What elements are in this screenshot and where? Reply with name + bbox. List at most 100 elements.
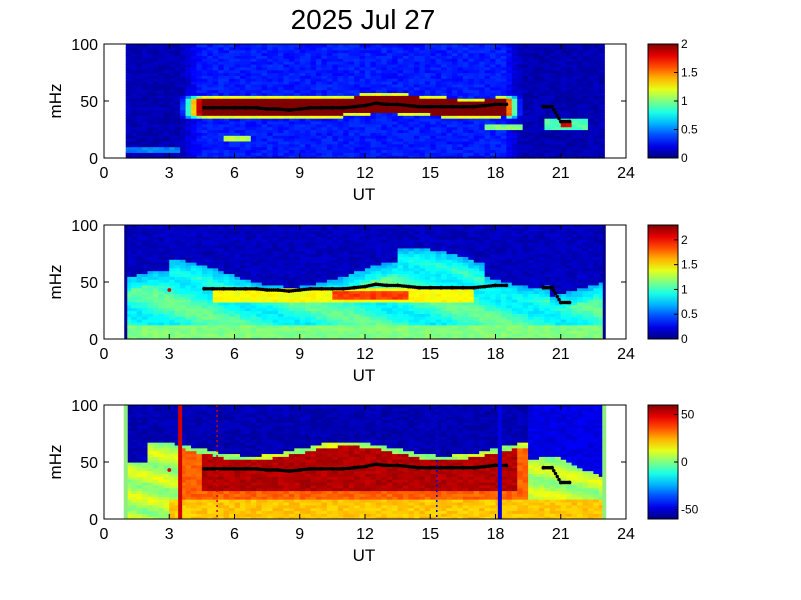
heatmap-cell [294,126,301,131]
heatmap-cell [359,140,366,145]
heatmap-cell [332,81,339,85]
heatmap-cell [147,55,154,59]
heatmap-cell [424,78,431,82]
heatmap-cell [142,146,149,151]
heatmap-cell [413,126,420,131]
heatmap-cell [435,132,442,136]
heatmap-cell [142,155,149,159]
heatmap-cell [386,129,393,133]
heatmap-cell [256,98,263,102]
heatmap-cell [201,155,208,159]
heatmap-cell [201,143,208,148]
heatmap-cell [381,63,388,68]
heatmap-cell [386,143,393,148]
heatmap-cell [348,135,355,139]
heatmap-cell [424,138,431,142]
heatmap-cell [408,95,415,99]
heatmap-cell [212,146,219,151]
heatmap-cell [267,225,274,229]
heatmap-cell [424,123,431,128]
heatmap-cell [321,66,328,71]
heatmap-cell [337,123,344,128]
heatmap-cell [288,61,295,65]
heatmap-cell [125,49,132,54]
heatmap-cell [321,83,328,88]
heatmap-cell [196,89,203,94]
heatmap-cell [359,138,366,142]
heatmap-cell [424,75,431,79]
heatmap-cell [234,61,241,65]
heatmap-cell [218,63,225,68]
heatmap-cell [229,78,236,82]
heatmap-cell [239,123,246,128]
heatmap-cell [539,44,546,48]
heatmap-cell [310,143,317,148]
heatmap-cell [163,138,170,142]
heatmap-cell [294,86,301,91]
heatmap-cell [392,98,399,102]
peak-dot [209,106,213,110]
heatmap-cell [375,98,382,102]
heatmap-cell [239,98,246,102]
heatmap-cell [310,123,317,128]
heatmap-cell [305,129,312,133]
heatmap-cell [223,46,230,51]
heatmap-cell [305,72,312,76]
heatmap-cell [435,83,442,88]
heatmap-cell [196,152,203,156]
heatmap-cell [305,89,312,94]
heatmap-cell [435,55,442,59]
heatmap-cell [185,61,192,65]
heatmap-cell [343,78,350,82]
heatmap-cell [397,155,404,159]
colorbar-tick-label: 1.5 [681,66,698,80]
heatmap-cell [261,78,268,82]
heatmap-cell [147,78,154,82]
heatmap-cell [163,75,170,79]
heatmap-cell [267,72,274,76]
heatmap-cell [354,92,361,96]
heatmap-cell [283,135,290,139]
heatmap-cell [299,89,306,94]
heatmap-cell [196,143,203,148]
heatmap-cell [169,129,176,133]
heatmap-cell [343,112,350,116]
heatmap-cell [419,109,426,113]
heatmap-cell [359,109,366,113]
heatmap-cell [365,86,372,91]
heatmap-cell [256,63,263,68]
heatmap-cell [169,86,176,91]
heatmap-cell [408,140,415,145]
heatmap-cell [321,44,328,48]
heatmap-cell [218,132,225,136]
heatmap-cell [201,138,208,142]
heatmap-cell [158,46,165,51]
heatmap-cell [218,58,225,62]
heatmap-cell [163,55,170,59]
heatmap-cell [392,52,399,56]
heatmap-cell [152,66,159,71]
heatmap-cell [272,143,279,148]
heatmap-cell [305,149,312,153]
heatmap-cell [403,126,410,131]
heatmap-cell [413,78,420,82]
heatmap-cell [147,81,154,85]
heatmap-cell [299,92,306,96]
heatmap-cell [218,146,225,151]
heatmap-cell [375,95,382,99]
heatmap-cell [163,129,170,133]
heatmap-cell [207,120,214,125]
heatmap-cell [359,89,366,94]
heatmap-cell [397,95,404,99]
heatmap-cell [403,89,410,94]
heatmap-cell [147,225,154,229]
heatmap-cell [348,126,355,131]
heatmap-cell [223,61,230,65]
heatmap-cell [403,58,410,62]
heatmap-cell [321,89,328,94]
peak-dot [252,106,256,110]
heatmap-cell [201,152,208,156]
heatmap-cell [359,63,366,68]
heatmap-cell [212,103,219,108]
heatmap-cell [223,44,230,48]
